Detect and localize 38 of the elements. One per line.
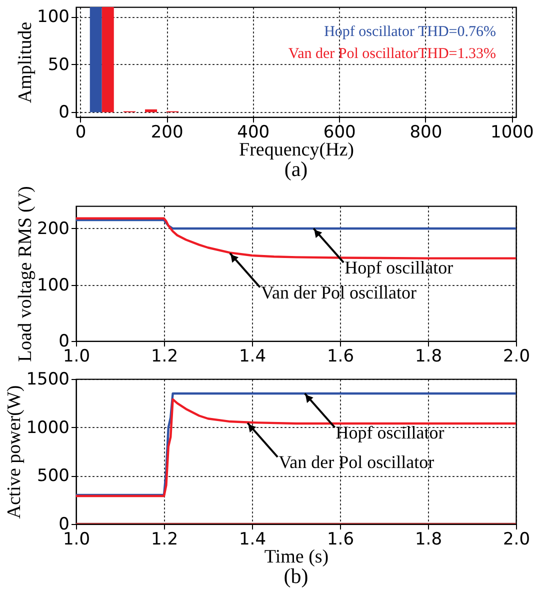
bar xyxy=(90,7,102,112)
y-tick-label: 100 xyxy=(37,275,70,296)
x-tick-label: 1.2 xyxy=(150,346,178,366)
bar xyxy=(102,7,114,112)
x-tick-label: 1.0 xyxy=(62,530,90,550)
x-tick-label: 1.4 xyxy=(238,346,266,366)
text: Hopf oscillator THD=0.76% xyxy=(324,24,496,40)
x-tick-label: 2.0 xyxy=(502,346,530,366)
y-tick-label: 100 xyxy=(37,7,70,28)
x-tick-label: 1.6 xyxy=(326,346,354,366)
x-tick-label: 2.0 xyxy=(502,530,530,550)
annotation: Hopf oscillator xyxy=(344,258,454,278)
y-tick-label: 500 xyxy=(37,466,70,486)
y-tick-label: 200 xyxy=(37,219,70,239)
x-tick-label: 1.8 xyxy=(414,346,442,366)
x-tick-label: 1.0 xyxy=(62,346,90,366)
y-tick-label: 1000 xyxy=(26,418,70,438)
x-tick-label: 0 xyxy=(75,122,86,142)
x-tick-label: 1000 xyxy=(490,122,534,142)
x-tick-label: 1.8 xyxy=(414,530,442,550)
annotation: Hopf oscillator xyxy=(336,422,444,442)
x-tick-label: 1.4 xyxy=(238,530,266,550)
y-axis-title: Load voltage RMS (V) xyxy=(15,186,36,362)
y-tick-label: 0 xyxy=(58,102,70,123)
annotation: Van der Pol oscillator xyxy=(261,282,416,302)
x-tick-label: 600 xyxy=(323,122,356,142)
x-tick-label: 800 xyxy=(410,122,442,142)
annotation: Van der Pol oscillator xyxy=(278,452,434,472)
x-tick-label: 1.6 xyxy=(326,530,354,550)
text: Van der Pol oscillatorTHD=1.33% xyxy=(288,46,496,62)
y-axis-title: Active power(W) xyxy=(4,385,26,519)
y-tick-label: 50 xyxy=(48,54,70,75)
x-tick-label: 400 xyxy=(237,122,270,142)
line-series xyxy=(76,217,516,260)
y-axis-title: Amplitude xyxy=(15,22,36,104)
x-tick-label: 200 xyxy=(150,122,184,142)
x-tick-label: 1.2 xyxy=(150,530,178,550)
y-tick-label: 1500 xyxy=(26,370,70,390)
